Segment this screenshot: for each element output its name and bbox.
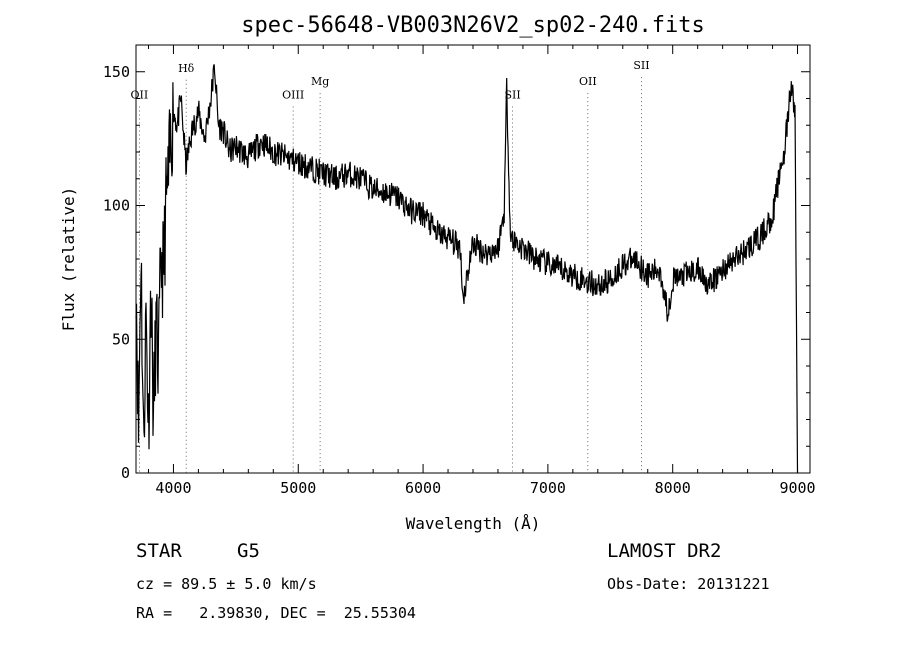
- spectrum-line: [135, 64, 799, 474]
- x-tick-label: 4000: [155, 479, 191, 497]
- emission-line-markers: OII Hδ OIII Mg SII OII SII: [131, 59, 650, 473]
- object-class: STAR: [136, 540, 182, 562]
- sky-coordinates: RA = 2.39830, DEC = 25.55304: [136, 604, 416, 622]
- major-ticks: [136, 45, 810, 474]
- spectral-subclass: G5: [237, 540, 260, 562]
- line-marker-label-4: SII: [504, 89, 520, 102]
- minor-ticks: [136, 44, 810, 473]
- tick-labels: 4000 5000 6000 7000 8000 9000 0 50 100 150: [103, 63, 816, 497]
- observation-date: Obs-Date: 20131221: [607, 575, 770, 593]
- y-tick-label: 0: [121, 464, 130, 482]
- line-marker-label-2: OIII: [282, 89, 304, 102]
- line-marker-label-1: Hδ: [178, 62, 195, 75]
- survey-name: LAMOST DR2: [607, 540, 722, 562]
- chart-title: spec-56648-VB003N26V2_sp02-240.fits: [241, 13, 705, 38]
- line-marker-label-5: OII: [579, 75, 597, 88]
- plot-frame: [135, 44, 811, 474]
- x-axis-label: Wavelength (Å): [406, 514, 541, 533]
- x-tick-label: 6000: [405, 479, 441, 497]
- y-tick-label: 150: [103, 63, 130, 81]
- x-tick-label: 5000: [280, 479, 316, 497]
- y-tick-label: 100: [103, 197, 130, 215]
- y-axis-label: Flux (relative): [59, 187, 78, 332]
- redshift-velocity: cz = 89.5 ± 5.0 km/s: [136, 575, 317, 593]
- x-tick-label: 8000: [655, 479, 691, 497]
- line-marker-label-6: SII: [633, 59, 649, 72]
- x-tick-label: 9000: [779, 479, 815, 497]
- x-tick-label: 7000: [530, 479, 566, 497]
- line-marker-label-0: OII: [131, 89, 149, 102]
- line-marker-label-3: Mg: [311, 75, 329, 88]
- y-tick-label: 50: [112, 330, 130, 348]
